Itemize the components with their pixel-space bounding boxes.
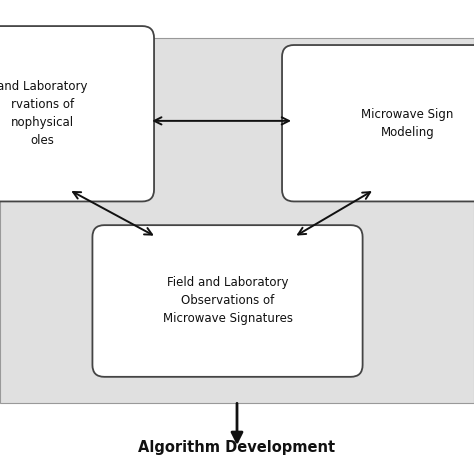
Text: Algorithm Development: Algorithm Development [138, 440, 336, 455]
Bar [0, 38, 474, 403]
FancyBboxPatch shape [0, 26, 154, 201]
FancyBboxPatch shape [282, 45, 474, 201]
FancyBboxPatch shape [92, 225, 363, 377]
Text: Field and Laboratory
Observations of
Microwave Signatures: Field and Laboratory Observations of Mic… [163, 276, 292, 326]
Text: Microwave Sign
Modeling: Microwave Sign Modeling [362, 108, 454, 139]
Text: and Laboratory
rvations of
nophysical
oles: and Laboratory rvations of nophysical ol… [0, 80, 88, 147]
